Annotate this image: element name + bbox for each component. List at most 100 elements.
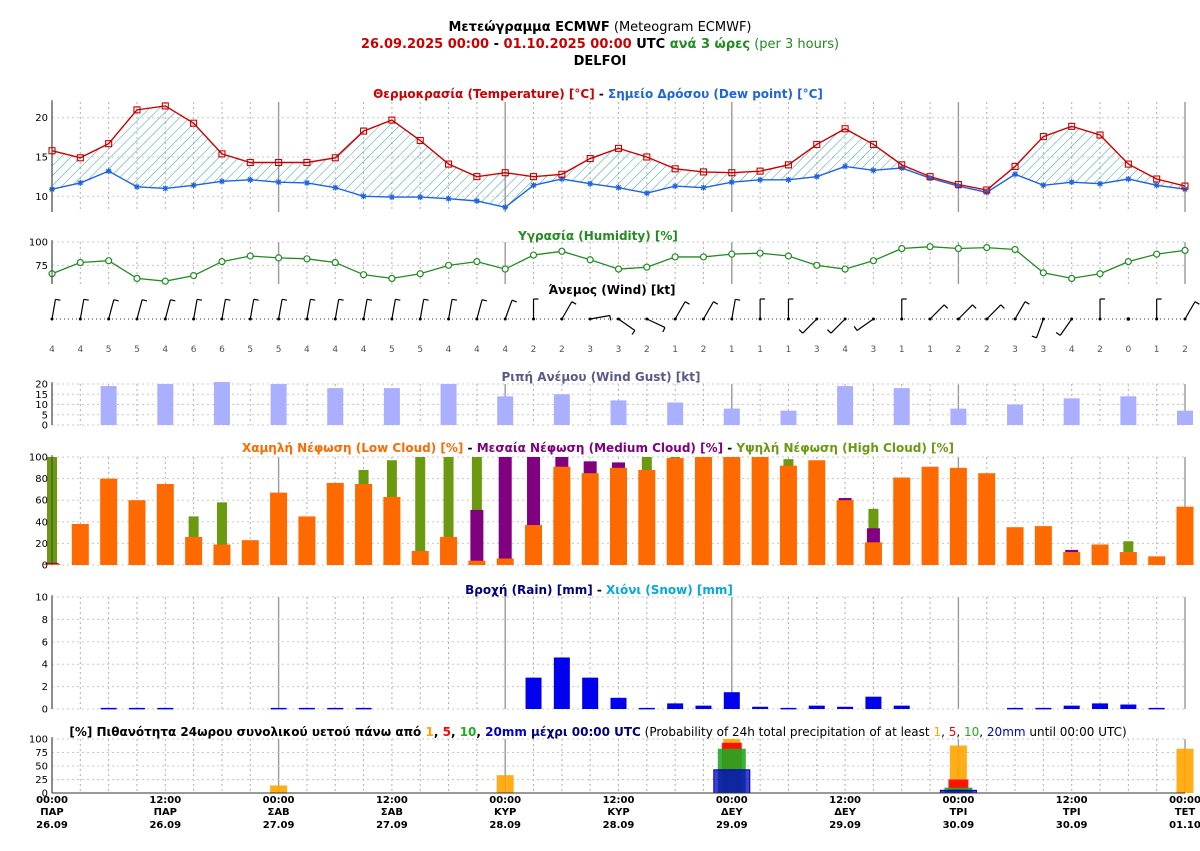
- dew-point-point: [77, 179, 84, 186]
- dew-point-point: [587, 180, 594, 187]
- wind-barb-base: [220, 317, 224, 321]
- humidity-point: [813, 261, 821, 269]
- wind-barb-feather: [735, 298, 741, 301]
- wind-calm-dot: [1126, 317, 1131, 321]
- y-tick-label: 20: [35, 539, 48, 550]
- x-tick-date: 27.09: [263, 820, 295, 831]
- wind-speed-label: 5: [106, 345, 112, 355]
- header-period: 26.09.2025 00:00 - 01.10.2025 00:00 UTC …: [361, 37, 839, 52]
- rain-bar: [893, 705, 910, 709]
- rain-bar: [100, 707, 117, 710]
- panel-title-precipitation: Βροχή (Rain) [mm] - Χιόνι (Snow) [mm]: [465, 583, 733, 597]
- wind-speed-label: 5: [276, 345, 282, 355]
- wind-speed-label: 4: [502, 345, 508, 355]
- dew-point-point: [1153, 182, 1160, 189]
- wind-speed-label: 1: [786, 345, 792, 355]
- wind-barb-feather: [395, 298, 401, 301]
- high-cloud-bar: [415, 457, 426, 565]
- wind-barb: [164, 299, 172, 320]
- rain-bar: [525, 677, 542, 709]
- dew-point-point: [388, 194, 395, 201]
- wind-barb-feather: [511, 299, 517, 303]
- rain-bar: [553, 657, 570, 709]
- y-tick-label: 20: [35, 113, 48, 124]
- y-tick-label: 15: [35, 390, 48, 401]
- panel-title-gust: Ριπή Ανέμου (Wind Gust) [kt]: [502, 370, 701, 384]
- y-tick-label: 100: [29, 238, 48, 249]
- low-cloud-bar: [694, 457, 712, 565]
- humidity-point: [388, 274, 396, 282]
- wind-barb-base: [418, 317, 422, 321]
- low-cloud-bar: [326, 482, 344, 565]
- wind-speed-label: 1: [672, 345, 678, 355]
- wind-barb-base: [362, 317, 366, 321]
- low-cloud-bar: [949, 467, 967, 565]
- wind-barb: [476, 299, 483, 320]
- humidity-point: [954, 244, 963, 253]
- dew-point-point: [842, 163, 849, 170]
- wind-speed-label: 4: [49, 345, 55, 355]
- wind-speed-label: 2: [1097, 345, 1103, 355]
- temperature-line: [51, 105, 1186, 191]
- temperature-point: [586, 155, 594, 163]
- wind-barb-feather: [281, 298, 288, 301]
- wind-speed-label: 2: [531, 345, 537, 355]
- low-cloud-bar: [1034, 526, 1052, 565]
- wind-barb-base: [163, 317, 167, 321]
- temperature-point: [728, 169, 736, 177]
- wind-barb-base: [532, 317, 536, 321]
- wind-speed-label: 4: [1069, 345, 1075, 355]
- y-tick-label: 0: [42, 789, 48, 800]
- wind-barb: [249, 299, 255, 320]
- humidity-point: [1096, 270, 1104, 278]
- wind-speed-label: 4: [332, 345, 338, 355]
- humidity-point: [190, 272, 198, 280]
- humidity-point: [728, 250, 736, 258]
- humidity-point: [161, 277, 169, 285]
- wind-speed-label: 1: [757, 345, 763, 355]
- rain-bar: [723, 692, 740, 709]
- wind-speed-label: 3: [1041, 345, 1047, 355]
- low-cloud-bar: [496, 558, 514, 565]
- humidity-point: [416, 270, 424, 278]
- wind-speed-label: 1: [899, 345, 905, 355]
- wind-barb-feather: [225, 298, 231, 301]
- wind-barb: [957, 304, 973, 320]
- title-part-17: until 00:00 UTC): [1026, 725, 1127, 739]
- humidity-point: [105, 257, 113, 265]
- dew-point-point: [785, 176, 792, 183]
- rain-bar: [1148, 707, 1165, 710]
- wind-barb-feather: [631, 330, 636, 335]
- dew-point-point: [190, 182, 197, 189]
- rain-bar: [1035, 707, 1052, 710]
- wind-barb-base: [645, 317, 649, 321]
- wind-speed-label: 4: [304, 345, 310, 355]
- x-tick-day: ΚΥΡ: [607, 807, 629, 818]
- x-tick-time: 00:00: [36, 795, 68, 806]
- wind-speed-label: 4: [446, 345, 452, 355]
- temperature-point: [784, 161, 793, 169]
- probability-panel: [270, 739, 1194, 794]
- x-tick-day: ΔΕΥ: [721, 807, 744, 818]
- dew-point-point: [558, 176, 565, 182]
- humidity-point: [1011, 245, 1019, 254]
- wind-barb-base: [1013, 317, 1017, 321]
- low-cloud-bar: [779, 465, 797, 565]
- temperature-point: [444, 160, 453, 168]
- wind-barb-feather: [1194, 301, 1200, 305]
- rain-bar: [1007, 707, 1024, 710]
- header-title: Μετεώγραμμα ECMWF (Meteogram ECMWF): [448, 20, 751, 35]
- humidity-point: [586, 256, 594, 264]
- title-part-3: -: [723, 441, 736, 455]
- gust-bar: [157, 384, 174, 425]
- wind-barb-feather: [253, 298, 259, 301]
- wind-barb-base: [333, 317, 337, 321]
- dew-point-point: [530, 182, 537, 189]
- x-tick-date: 29.09: [829, 820, 861, 831]
- wind-barb: [419, 299, 425, 320]
- humidity-point: [1039, 269, 1047, 277]
- y-tick-label: 60: [35, 496, 48, 507]
- medium-cloud-bar: [470, 509, 484, 565]
- low-cloud-bar: [241, 540, 259, 565]
- wind-barb-base: [1070, 317, 1074, 321]
